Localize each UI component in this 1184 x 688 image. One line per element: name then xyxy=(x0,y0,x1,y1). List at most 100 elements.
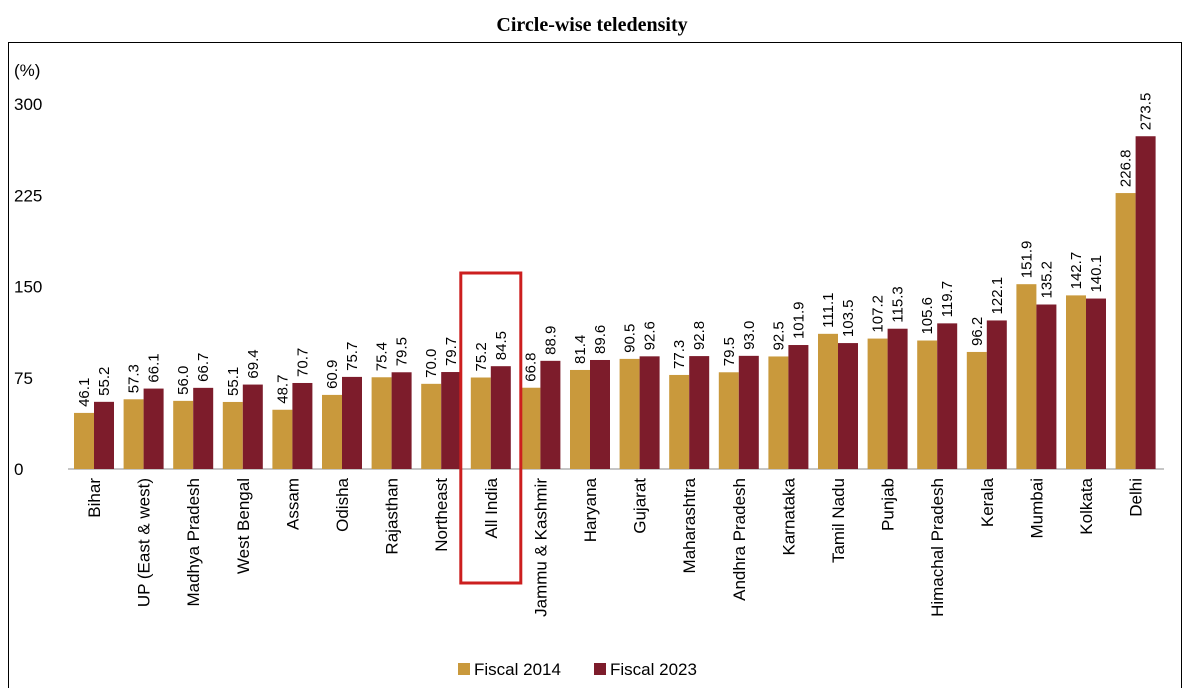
x-tick-odisha: Odisha xyxy=(333,477,352,531)
value-label-fiscal-2014-punjab: 107.2 xyxy=(870,295,887,333)
bar-fiscal-2014-haryana xyxy=(570,369,590,469)
value-label-fiscal-2023-west-bengal: 69.4 xyxy=(245,349,262,378)
value-label-fiscal-2023-delhi: 273.5 xyxy=(1138,93,1155,131)
value-label-fiscal-2023-gujarat: 92.6 xyxy=(642,321,659,350)
bars xyxy=(74,136,1156,469)
bar-fiscal-2014-mumbai xyxy=(1016,284,1037,469)
value-label-fiscal-2023-assam: 70.7 xyxy=(294,348,311,377)
value-label-fiscal-2023-northeast: 79.7 xyxy=(443,337,460,366)
y-tick-0: 0 xyxy=(14,460,23,479)
all-india-highlight-box xyxy=(459,271,523,585)
value-label-fiscal-2014-madhya-pradesh: 56.0 xyxy=(175,366,192,395)
x-axis-labels: Bihar UP (East & west) Madhya Pradesh West … xyxy=(85,477,1146,616)
value-label-fiscal-2014-maharashtra: 77.3 xyxy=(671,340,688,369)
x-tick-haryana: Haryana xyxy=(581,477,600,542)
value-label-fiscal-2023-haryana: 89.6 xyxy=(592,325,609,354)
x-tick-kerala: Kerala xyxy=(978,477,997,527)
x-tick-all-india: All India xyxy=(482,477,501,538)
bar-fiscal-2014-maharashtra xyxy=(669,374,690,469)
value-label-fiscal-2014-jammu-and-kashmir: 66.8 xyxy=(522,353,539,382)
bar-fiscal-2023-northeast xyxy=(441,372,462,469)
value-label-fiscal-2023-mumbai: 135.2 xyxy=(1038,261,1055,299)
bar-fiscal-2014-madhya-pradesh xyxy=(173,400,194,469)
legend-swatch-fiscal-2014 xyxy=(458,663,470,675)
value-label-fiscal-2014-kolkata: 142.7 xyxy=(1068,252,1085,290)
bar-fiscal-2014-kerala xyxy=(966,351,987,469)
value-label-fiscal-2023-tamil-nadu: 103.5 xyxy=(840,300,857,338)
x-tick-delhi: Delhi xyxy=(1127,478,1146,517)
bar-fiscal-2023-haryana xyxy=(590,359,610,469)
bar-fiscal-2014-gujarat xyxy=(619,358,640,469)
bar-fiscal-2023-west-bengal xyxy=(242,384,263,469)
value-label-fiscal-2023-bihar: 55.2 xyxy=(96,367,113,396)
bar-fiscal-2014-bihar xyxy=(74,412,94,469)
bar-fiscal-2023-odisha xyxy=(342,376,362,469)
bar-fiscal-2023-bihar xyxy=(94,401,114,469)
bar-fiscal-2023-maharashtra xyxy=(689,356,710,469)
y-axis-label: (%) xyxy=(14,61,40,80)
value-label-fiscal-2023-karnataka: 101.9 xyxy=(790,301,807,339)
bar-fiscal-2023-delhi xyxy=(1135,136,1156,469)
x-tick-andhra-pradesh: Andhra Pradesh xyxy=(730,478,749,601)
value-label-fiscal-2023-himachal-pradesh: 119.7 xyxy=(939,281,956,317)
bar-fiscal-2014-himachal-pradesh xyxy=(917,340,938,469)
bar-fiscal-2014-delhi xyxy=(1115,193,1136,469)
value-label-fiscal-2014-kerala: 96.2 xyxy=(969,317,986,346)
x-tick-mumbai: Mumbai xyxy=(1027,478,1046,538)
value-label-fiscal-2014-tamil-nadu: 111.1 xyxy=(820,293,837,328)
x-tick-madhya-pradesh: Madhya Pradesh xyxy=(184,478,203,607)
bar-fiscal-2023-assam xyxy=(292,382,313,469)
chart-frame xyxy=(8,42,1182,688)
bar-fiscal-2014-tamil-nadu xyxy=(818,333,838,469)
value-label-fiscal-2023-up-east-and-west: 66.1 xyxy=(146,353,163,382)
bar-fiscal-2014-karnataka xyxy=(768,356,789,469)
bar-fiscal-2023-punjab xyxy=(887,328,908,469)
x-tick-assam: Assam xyxy=(283,478,302,530)
bar-fiscal-2023-madhya-pradesh xyxy=(193,387,214,469)
bar-fiscal-2023-andhra-pradesh xyxy=(738,355,759,469)
value-label-fiscal-2023-kerala: 122.1 xyxy=(989,277,1006,315)
bar-fiscal-2023-tamil-nadu xyxy=(838,343,858,469)
bar-fiscal-2014-jammu-and-kashmir xyxy=(520,387,541,469)
value-label-fiscal-2014-gujarat: 90.5 xyxy=(622,324,639,353)
bar-fiscal-2023-karnataka xyxy=(788,345,809,469)
value-label-fiscal-2014-odisha: 60.9 xyxy=(324,360,341,389)
bar-fiscal-2014-rajasthan xyxy=(371,377,392,469)
value-label-fiscal-2014-delhi: 226.8 xyxy=(1118,150,1135,188)
value-label-fiscal-2023-all-india: 84.5 xyxy=(493,331,510,360)
value-label-fiscal-2014-rajasthan: 75.4 xyxy=(374,342,391,371)
bar-fiscal-2014-northeast xyxy=(421,383,442,469)
bar-fiscal-2014-punjab xyxy=(867,338,888,469)
y-axis-ticks: 0 75 150 225 300 xyxy=(14,95,42,479)
bar-fiscal-2014-all-india xyxy=(470,377,491,469)
x-tick-punjab: Punjab xyxy=(879,478,898,531)
x-tick-himachal-pradesh: Himachal Pradesh xyxy=(928,478,947,617)
value-label-fiscal-2014-haryana: 81.4 xyxy=(572,335,589,364)
bar-fiscal-2014-assam xyxy=(272,409,293,469)
value-label-fiscal-2023-rajasthan: 79.5 xyxy=(394,337,411,366)
bar-fiscal-2023-kerala xyxy=(986,320,1007,469)
x-tick-kolkata: Kolkata xyxy=(1077,477,1096,534)
x-tick-west-bengal: West Bengal xyxy=(234,478,253,574)
value-label-fiscal-2023-jammu-and-kashmir: 88.9 xyxy=(542,326,559,355)
y-tick-150: 150 xyxy=(14,278,42,297)
x-tick-gujarat: Gujarat xyxy=(631,478,650,534)
bar-fiscal-2014-west-bengal xyxy=(222,401,243,469)
chart-title: Circle-wise teledensity xyxy=(496,14,688,36)
bar-fiscal-2023-kolkata xyxy=(1086,298,1106,469)
y-tick-225: 225 xyxy=(14,186,42,205)
x-tick-tamil-nadu: Tamil Nadu xyxy=(829,478,848,563)
bar-fiscal-2023-jammu-and-kashmir xyxy=(540,360,561,469)
value-label-fiscal-2023-odisha: 75.7 xyxy=(344,342,361,371)
value-label-fiscal-2014-karnataka: 92.5 xyxy=(770,321,787,350)
legend-swatch-fiscal-2023 xyxy=(594,663,606,675)
value-label-fiscal-2014-northeast: 70.0 xyxy=(423,349,440,378)
value-label-fiscal-2014-mumbai: 151.9 xyxy=(1018,241,1035,279)
value-label-fiscal-2014-bihar: 46.1 xyxy=(76,378,93,407)
bar-fiscal-2023-up-east-and-west xyxy=(143,388,164,469)
value-label-fiscal-2023-kolkata: 140.1 xyxy=(1088,255,1105,293)
value-label-fiscal-2014-up-east-and-west: 57.3 xyxy=(126,364,143,393)
value-labels: 46.1 55.2 57.3 66.1 56.0 66.7 55.169.4 48.770.7… xyxy=(76,93,1155,407)
bar-fiscal-2014-kolkata xyxy=(1066,295,1086,469)
